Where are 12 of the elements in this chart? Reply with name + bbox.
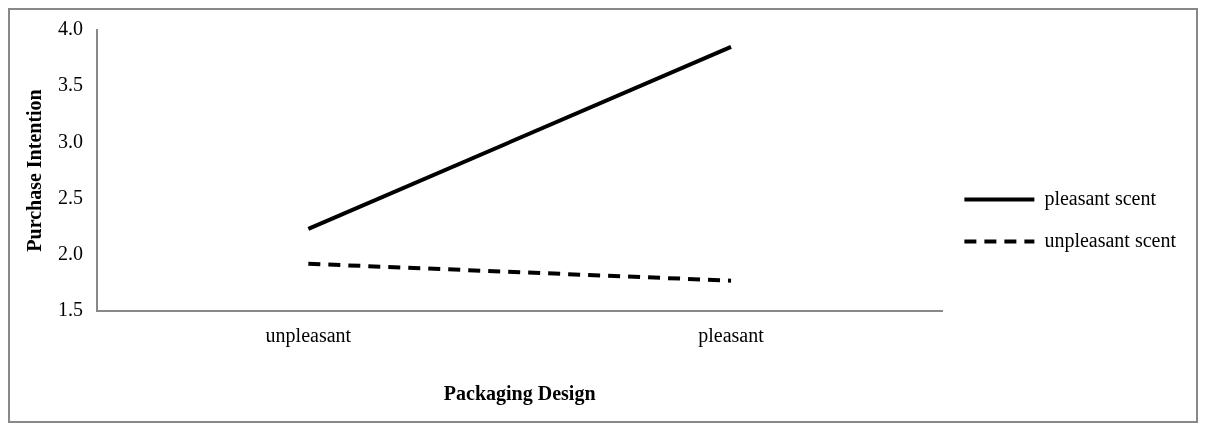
y-tick-label: 4.0 — [58, 17, 83, 40]
x-tick-label: unpleasant — [265, 324, 352, 348]
x-tick-label: pleasant — [698, 324, 765, 348]
legend-label: pleasant scent — [1044, 186, 1157, 210]
y-tick-label: 3.0 — [58, 129, 83, 152]
y-tick-label: 1.5 — [58, 298, 83, 321]
y-tick-label: 2.5 — [58, 185, 83, 208]
legend-label: unpleasant scent — [1044, 228, 1177, 252]
x-axis-title: Packaging Design — [443, 382, 596, 406]
y-tick-label: 3.5 — [58, 73, 83, 96]
y-tick-label: 2.0 — [58, 242, 83, 265]
y-axis-title: Purchase Intention — [23, 89, 46, 252]
